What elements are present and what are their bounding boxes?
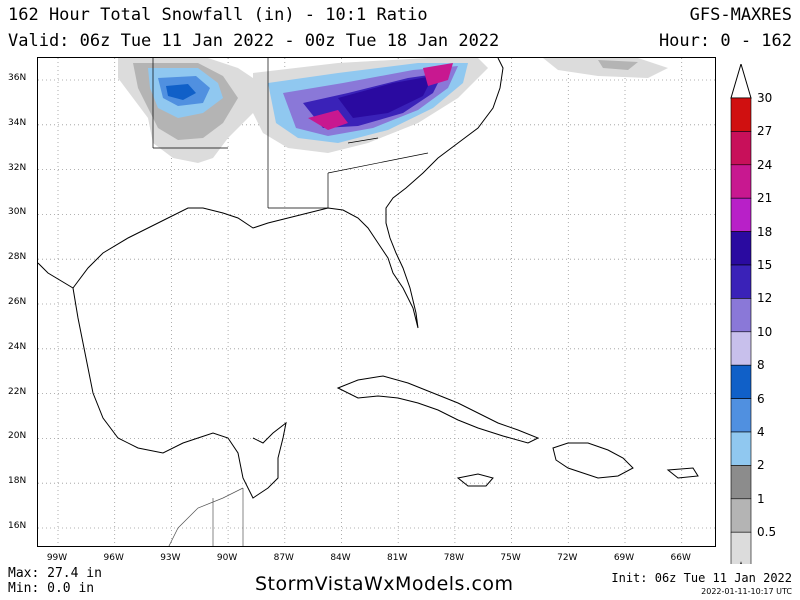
legend-swatch bbox=[730, 264, 752, 299]
legend-value: 18 bbox=[757, 224, 773, 239]
lon-label: 78W bbox=[443, 553, 465, 563]
legend-swatch bbox=[730, 498, 752, 533]
legend-swatch bbox=[730, 97, 752, 132]
legend-value: 21 bbox=[757, 191, 773, 206]
site-credit: StormVistaWxModels.com bbox=[255, 573, 514, 595]
legend-swatch bbox=[730, 298, 752, 333]
legend-swatch bbox=[730, 197, 752, 232]
legend-swatch bbox=[730, 465, 752, 500]
snowfall-legend bbox=[730, 64, 752, 564]
lon-label: 96W bbox=[103, 553, 124, 563]
legend-swatch bbox=[730, 231, 752, 266]
legend-bottom-arrow bbox=[740, 561, 742, 564]
lat-label: 32N bbox=[8, 162, 27, 173]
legend-top-arrow bbox=[730, 64, 752, 99]
legend-swatch bbox=[730, 431, 752, 466]
lat-label: 22N bbox=[8, 386, 27, 397]
lon-label: 66W bbox=[670, 553, 691, 563]
legend-value: 30 bbox=[757, 91, 773, 105]
legend-value: 27 bbox=[757, 124, 773, 139]
model-name: GFS-MAXRES bbox=[689, 5, 792, 25]
legend-value: 1 bbox=[757, 491, 765, 506]
lat-label: 20N bbox=[8, 431, 27, 442]
lat-label: 24N bbox=[8, 341, 27, 352]
legend-swatch bbox=[730, 531, 752, 564]
legend-swatch bbox=[730, 331, 752, 366]
lon-label: 69W bbox=[613, 553, 635, 563]
legend-value: 4 bbox=[757, 425, 765, 439]
lat-label: 34N bbox=[8, 117, 27, 128]
lat-label: 26N bbox=[8, 297, 27, 307]
valid-period: Valid: 06z Tue 11 Jan 2022 - 00z Tue 18 … bbox=[8, 31, 500, 51]
legend-value: 6 bbox=[757, 391, 765, 406]
legend-value: 12 bbox=[757, 291, 773, 306]
coastlines bbox=[38, 58, 699, 546]
snowfall-shading bbox=[118, 58, 668, 163]
lat-lon-grid bbox=[38, 58, 715, 546]
lat-label: 16N bbox=[8, 521, 27, 531]
lon-label: 87W bbox=[273, 553, 294, 563]
legend-swatch bbox=[730, 164, 752, 199]
min-value: Min: 0.0 in bbox=[8, 581, 95, 596]
legend-swatch bbox=[730, 131, 752, 166]
legend-value: 2 bbox=[757, 458, 765, 473]
map-canvas bbox=[38, 58, 715, 546]
lat-label: 28N bbox=[8, 252, 27, 263]
snowfall-map bbox=[37, 57, 716, 547]
lat-label: 18N bbox=[8, 476, 27, 487]
lon-label: 81W bbox=[387, 553, 408, 563]
max-value: Max: 27.4 in bbox=[8, 566, 102, 581]
lon-label: 84W bbox=[330, 553, 351, 563]
legend-value: 24 bbox=[757, 157, 773, 172]
legend-value: 0.5 bbox=[757, 525, 777, 540]
legend-swatch bbox=[730, 398, 752, 433]
forecast-hour-range: Hour: 0 - 162 bbox=[658, 31, 792, 51]
legend-value: 8 bbox=[757, 358, 765, 373]
lat-label: 36N bbox=[8, 73, 27, 83]
lon-label: 75W bbox=[500, 553, 521, 563]
legend-swatch bbox=[730, 364, 752, 399]
legend-value: 15 bbox=[757, 258, 773, 272]
legend-value: 10 bbox=[757, 324, 773, 339]
lat-label: 30N bbox=[8, 207, 27, 218]
lon-label: 72W bbox=[557, 553, 578, 563]
lon-label: 99W bbox=[46, 553, 68, 563]
lon-label: 90W bbox=[216, 553, 238, 563]
init-time: Init: 06z Tue 11 Jan 2022 bbox=[611, 571, 792, 585]
lon-label: 93W bbox=[160, 553, 181, 563]
map-title: 162 Hour Total Snowfall (in) - 10:1 Rati… bbox=[8, 5, 428, 25]
generated-timestamp: 2022-01-11-10:17 UTC bbox=[701, 587, 792, 596]
